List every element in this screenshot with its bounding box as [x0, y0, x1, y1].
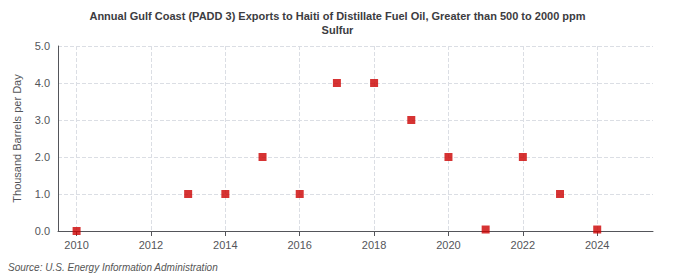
svg-text:4.0: 4.0 — [35, 77, 50, 89]
svg-text:2012: 2012 — [139, 239, 163, 251]
svg-text:2010: 2010 — [64, 239, 88, 251]
svg-text:Thousand Barrels per Day: Thousand Barrels per Day — [11, 74, 23, 203]
svg-text:2020: 2020 — [436, 239, 460, 251]
svg-text:5.0: 5.0 — [35, 40, 50, 52]
svg-text:2024: 2024 — [585, 239, 609, 251]
svg-text:0.0: 0.0 — [35, 225, 50, 237]
svg-text:3.0: 3.0 — [35, 114, 50, 126]
svg-text:1.0: 1.0 — [35, 188, 50, 200]
svg-text:2.0: 2.0 — [35, 151, 50, 163]
svg-text:2022: 2022 — [511, 239, 535, 251]
svg-text:Annual Gulf Coast (PADD 3) Exp: Annual Gulf Coast (PADD 3) Exports to Ha… — [89, 10, 585, 22]
svg-text:2016: 2016 — [287, 239, 311, 251]
svg-text:2018: 2018 — [362, 239, 386, 251]
svg-text:Source: U.S. Energy Informatio: Source: U.S. Energy Information Administ… — [8, 262, 218, 273]
svg-text:2014: 2014 — [213, 239, 237, 251]
svg-text:Sulfur: Sulfur — [322, 24, 354, 36]
